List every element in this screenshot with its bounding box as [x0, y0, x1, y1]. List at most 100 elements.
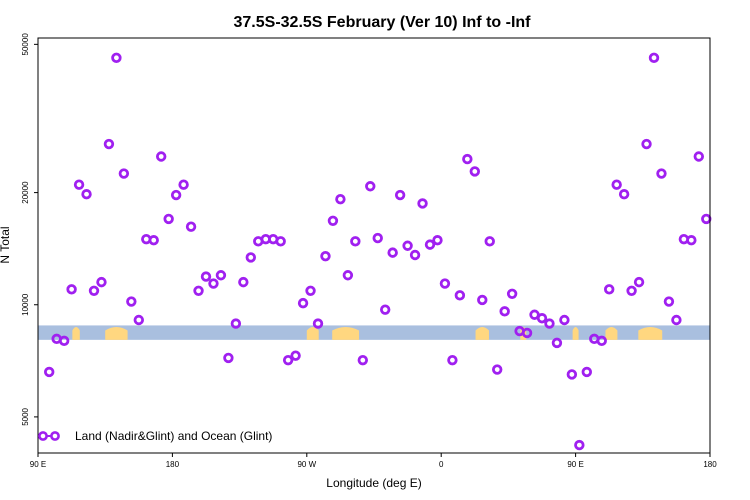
land-segment — [306, 326, 319, 340]
data-point — [238, 276, 249, 288]
data-point — [178, 179, 189, 190]
data-point — [641, 138, 652, 150]
data-point — [290, 350, 301, 361]
x-tick-label: 180 — [166, 460, 180, 469]
data-point — [447, 354, 458, 366]
x-tick-label: 90 W — [297, 460, 316, 469]
data-point — [432, 235, 443, 246]
data-point — [536, 313, 548, 324]
x-tick-label: 90 E — [30, 460, 46, 469]
land-segment — [72, 326, 80, 340]
data-point — [81, 189, 92, 200]
data-point — [58, 335, 70, 347]
data-point — [111, 52, 122, 64]
data-point — [581, 366, 592, 378]
data-point — [44, 366, 55, 378]
data-point — [686, 235, 697, 246]
data-point — [357, 354, 368, 366]
data-point — [342, 270, 354, 281]
data-point — [663, 296, 675, 307]
land-segment — [105, 326, 128, 340]
data-point — [633, 276, 645, 288]
data-point — [521, 327, 533, 339]
data-point — [417, 198, 428, 209]
land-segment — [332, 326, 360, 340]
data-point — [275, 236, 286, 247]
data-point — [626, 285, 637, 297]
y-tick-label: 10000 — [21, 293, 30, 316]
plot-frame — [37, 37, 711, 454]
data-point — [365, 181, 376, 192]
y-tick-label: 5000 — [21, 407, 30, 425]
data-point — [499, 306, 510, 317]
data-point — [96, 276, 107, 288]
data-point — [215, 270, 227, 281]
data-point — [350, 236, 361, 247]
land-segment — [638, 326, 663, 340]
y-tick-label: 20000 — [21, 181, 30, 204]
data-point — [223, 352, 234, 364]
data-point — [551, 337, 563, 349]
data-point — [88, 285, 100, 297]
x-tick-label: 180 — [703, 460, 717, 469]
y-axis: 5000 10000 20000 50000 — [21, 33, 38, 426]
data-point — [656, 168, 667, 179]
land-segment — [475, 326, 489, 340]
data-point — [282, 354, 294, 366]
data-point — [618, 189, 630, 200]
y-axis-label: N Total — [0, 226, 12, 263]
data-point — [193, 285, 204, 297]
legend: Land (Nadir&Glint) and Ocean (Glint) — [38, 429, 272, 443]
ocean-band — [38, 325, 710, 340]
land-segment — [572, 326, 579, 340]
data-point — [559, 314, 570, 326]
legend-marker-right — [50, 431, 60, 441]
data-point — [327, 215, 339, 227]
data-markers — [44, 52, 712, 451]
x-tick-label: 0 — [439, 460, 444, 469]
data-point — [484, 236, 495, 247]
data-point — [506, 288, 518, 300]
data-point — [604, 284, 615, 295]
data-point — [409, 249, 421, 261]
data-point — [372, 232, 383, 244]
data-point — [402, 240, 413, 251]
data-point — [394, 189, 406, 201]
data-point — [544, 318, 555, 329]
data-point — [424, 239, 436, 250]
y-tick-label: 50000 — [21, 33, 30, 56]
data-point — [126, 296, 137, 307]
data-point — [230, 318, 242, 329]
data-point — [439, 278, 451, 289]
data-point — [170, 189, 182, 201]
data-point — [380, 304, 391, 315]
land-segment — [605, 326, 618, 340]
data-point — [454, 290, 466, 301]
data-point — [566, 369, 578, 380]
data-point — [596, 335, 607, 347]
data-point — [320, 250, 331, 262]
data-point — [387, 247, 398, 258]
data-point — [155, 151, 167, 162]
chart-title: 37.5S-32.5S February (Ver 10) Inf to -In… — [234, 14, 532, 31]
data-point — [574, 439, 585, 451]
data-point — [492, 364, 503, 375]
data-point — [297, 297, 309, 309]
data-point — [462, 153, 473, 165]
data-point — [469, 166, 480, 177]
data-point — [312, 318, 324, 329]
x-tick-label: 90 E — [567, 460, 583, 469]
legend-label: Land (Nadir&Glint) and Ocean (Glint) — [75, 429, 272, 443]
data-point — [305, 285, 316, 297]
x-axis-label: Longitude (deg E) — [326, 476, 421, 490]
data-point — [208, 278, 219, 289]
data-point — [611, 179, 622, 190]
data-point — [648, 52, 660, 64]
data-point — [671, 314, 682, 326]
data-point — [701, 213, 712, 225]
data-point — [133, 314, 144, 326]
data-point — [245, 252, 256, 263]
data-point — [103, 138, 115, 150]
data-point — [73, 179, 85, 190]
